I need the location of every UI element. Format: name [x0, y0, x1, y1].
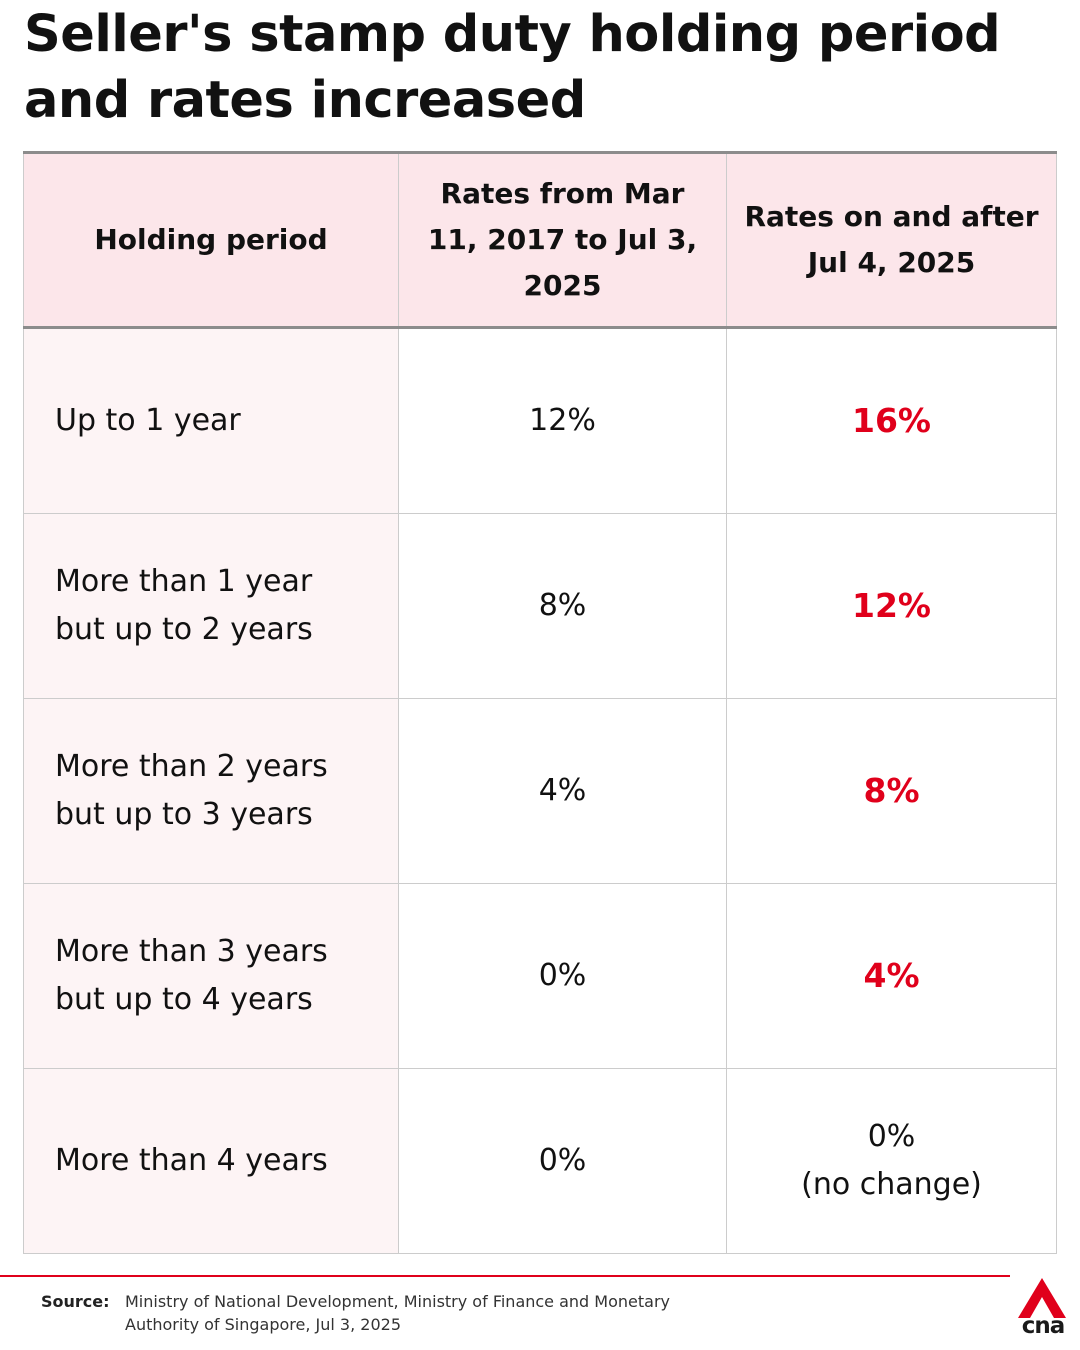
- old-rate-cell: 0%: [398, 1068, 727, 1254]
- new-rate-cell: 16%: [726, 327, 1057, 514]
- stamp-duty-table: Holding period Rates from Mar 11, 2017 t…: [23, 151, 1057, 1254]
- old-rate-cell: 0%: [398, 883, 727, 1069]
- new-rate-value: 16%: [852, 401, 931, 440]
- holding-period-cell: More than 1 year but up to 2 years: [23, 513, 399, 699]
- holding-period-cell: Up to 1 year: [23, 327, 399, 514]
- new-rate-value: 12%: [852, 586, 931, 625]
- header-new-rates: Rates on and after Jul 4, 2025: [726, 151, 1057, 329]
- holding-period-text: More than 1 year: [55, 564, 313, 599]
- cna-logo: cna: [1014, 1278, 1072, 1340]
- holding-period-cell: More than 4 years: [23, 1068, 399, 1254]
- table-row: More than 3 years but up to 4 years 0% 4…: [23, 883, 1057, 1069]
- new-rate-value: 0%: [867, 1119, 916, 1154]
- new-rate-cell: 4%: [726, 883, 1057, 1069]
- header-holding-period: Holding period: [23, 151, 399, 329]
- cna-logo-text: cna: [1021, 1313, 1066, 1339]
- source-label: Source:: [41, 1292, 110, 1311]
- new-rate-cell: 0% (no change): [726, 1068, 1057, 1254]
- old-rate-cell: 12%: [398, 327, 727, 514]
- new-rate-cell: 8%: [726, 698, 1057, 884]
- holding-period-cell: More than 3 years but up to 4 years: [23, 883, 399, 1069]
- holding-period-cell: More than 2 years but up to 3 years: [23, 698, 399, 884]
- new-rate-note: (no change): [801, 1167, 982, 1202]
- page-title: Seller's stamp duty holding period and r…: [24, 5, 1001, 130]
- cna-logo-icon: [1018, 1278, 1066, 1318]
- holding-period-text: More than 2 years: [55, 749, 328, 784]
- new-rate-value: 8%: [863, 771, 920, 810]
- holding-period-text: but up to 4 years: [55, 982, 313, 1017]
- footer-divider: [0, 1275, 1010, 1277]
- header-old-rates: Rates from Mar 11, 2017 to Jul 3, 2025: [398, 151, 727, 329]
- new-rate-value: 4%: [863, 956, 920, 995]
- source-text: Ministry of National Development, Minist…: [125, 1292, 670, 1334]
- table-row: More than 2 years but up to 3 years 4% 8…: [23, 698, 1057, 884]
- old-rate-cell: 4%: [398, 698, 727, 884]
- holding-period-text: More than 3 years: [55, 934, 328, 969]
- old-rate-cell: 8%: [398, 513, 727, 699]
- new-rate-cell: 12%: [726, 513, 1057, 699]
- holding-period-text: but up to 2 years: [55, 612, 313, 647]
- table-row: More than 1 year but up to 2 years 8% 12…: [23, 513, 1057, 699]
- holding-period-text: More than 4 years: [55, 1143, 328, 1178]
- table-row: Up to 1 year 12% 16%: [23, 327, 1057, 514]
- table-row: More than 4 years 0% 0% (no change): [23, 1068, 1057, 1254]
- table-header-row: Holding period Rates from Mar 11, 2017 t…: [23, 151, 1057, 329]
- holding-period-text: but up to 3 years: [55, 797, 313, 832]
- holding-period-text: Up to 1 year: [55, 403, 241, 438]
